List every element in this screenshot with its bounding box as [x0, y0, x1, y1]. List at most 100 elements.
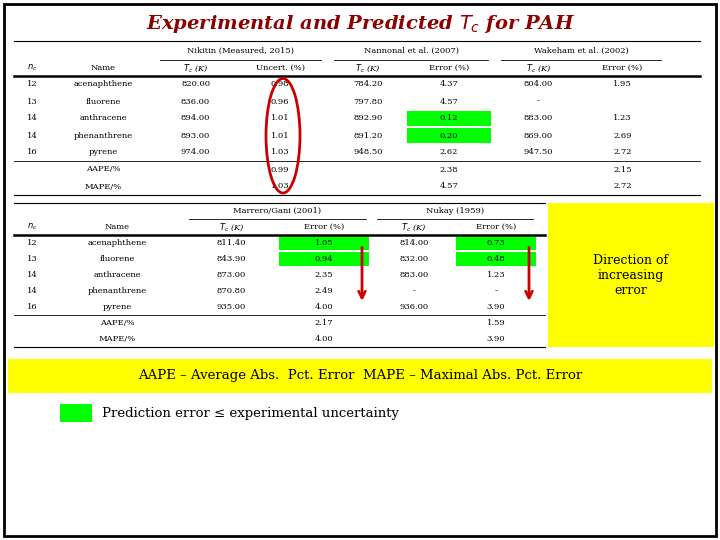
- Text: $T_c$ (K): $T_c$ (K): [526, 62, 552, 74]
- Text: pyrene: pyrene: [103, 303, 132, 311]
- Text: 1.23: 1.23: [487, 271, 505, 279]
- Text: 3.90: 3.90: [487, 335, 505, 343]
- Text: Name: Name: [91, 64, 115, 72]
- Text: 4.57: 4.57: [440, 183, 459, 191]
- Text: 12: 12: [27, 239, 37, 247]
- Text: -: -: [495, 287, 498, 295]
- Text: Error (%): Error (%): [429, 64, 469, 72]
- Text: Marrero/Gani (2001): Marrero/Gani (2001): [233, 207, 322, 215]
- Bar: [279, 236, 369, 250]
- Text: 784.20: 784.20: [354, 80, 383, 89]
- Text: 3.90: 3.90: [487, 303, 505, 311]
- Text: 1.95: 1.95: [613, 80, 632, 89]
- Text: phenanthrene: phenanthrene: [73, 132, 132, 139]
- Text: acenaphthene: acenaphthene: [88, 239, 147, 247]
- Bar: [8, 359, 712, 393]
- Text: 883.00: 883.00: [400, 271, 428, 279]
- Text: 935.00: 935.00: [217, 303, 246, 311]
- Text: Error (%): Error (%): [603, 64, 643, 72]
- Text: 14: 14: [27, 271, 37, 279]
- Text: Name: Name: [105, 223, 130, 231]
- Text: Experimental and Predicted $T_c$ for PAH: Experimental and Predicted $T_c$ for PAH: [145, 13, 575, 35]
- Bar: [456, 252, 536, 266]
- Text: 0.12: 0.12: [440, 114, 458, 123]
- Text: AAPE – Average Abs.  Pct. Error  MAPE – Maximal Abs. Pct. Error: AAPE – Average Abs. Pct. Error MAPE – Ma…: [138, 369, 582, 382]
- Text: 16: 16: [27, 303, 37, 311]
- Text: 14: 14: [27, 132, 37, 139]
- Text: 974.00: 974.00: [181, 148, 210, 157]
- Text: Error (%): Error (%): [476, 223, 516, 231]
- Text: 2.15: 2.15: [613, 165, 632, 173]
- Text: $T_c$ (K): $T_c$ (K): [183, 62, 208, 74]
- Bar: [279, 252, 369, 266]
- Text: 892.90: 892.90: [354, 114, 382, 123]
- Text: 0.99: 0.99: [271, 165, 289, 173]
- Text: AAPE/%: AAPE/%: [86, 165, 120, 173]
- Text: 16: 16: [27, 148, 37, 157]
- Text: Nikitin (Measured, 2015): Nikitin (Measured, 2015): [187, 46, 294, 55]
- Bar: [456, 236, 536, 250]
- Text: 4.57: 4.57: [440, 98, 459, 105]
- Text: 820.00: 820.00: [181, 80, 210, 89]
- Text: 12: 12: [27, 80, 37, 89]
- Text: anthracene: anthracene: [79, 114, 127, 123]
- Text: 0.98: 0.98: [271, 80, 289, 89]
- Text: $T_c$ (K): $T_c$ (K): [219, 221, 244, 233]
- Text: 891.20: 891.20: [354, 132, 382, 139]
- Text: 1.03: 1.03: [271, 148, 289, 157]
- Text: 836.00: 836.00: [181, 98, 210, 105]
- Text: 4.00: 4.00: [315, 335, 333, 343]
- Text: pyrene: pyrene: [89, 148, 117, 157]
- Bar: [407, 128, 491, 143]
- Text: fluorene: fluorene: [85, 98, 121, 105]
- Text: 0.73: 0.73: [487, 239, 505, 247]
- Text: 4.00: 4.00: [315, 303, 333, 311]
- Text: 947.50: 947.50: [523, 148, 553, 157]
- Text: Prediction error ≤ experimental uncertainty: Prediction error ≤ experimental uncertai…: [102, 407, 399, 420]
- Text: -: -: [413, 287, 415, 295]
- Text: fluorene: fluorene: [100, 255, 135, 263]
- Text: Nukay (1959): Nukay (1959): [426, 207, 484, 215]
- Text: AAPE/%: AAPE/%: [100, 319, 135, 327]
- Text: $n_c$: $n_c$: [27, 63, 37, 73]
- Text: 2.17: 2.17: [315, 319, 333, 327]
- Text: acenaphthene: acenaphthene: [73, 80, 132, 89]
- Text: 14: 14: [27, 114, 37, 123]
- Text: 948.50: 948.50: [354, 148, 383, 157]
- Text: 1.03: 1.03: [271, 183, 289, 191]
- Text: 2.62: 2.62: [440, 148, 458, 157]
- Text: $T_c$ (K): $T_c$ (K): [355, 62, 381, 74]
- Bar: [407, 111, 491, 126]
- Text: 1.01: 1.01: [271, 132, 289, 139]
- Text: 2.69: 2.69: [613, 132, 631, 139]
- Bar: [548, 203, 714, 347]
- Text: MAPE/%: MAPE/%: [99, 335, 136, 343]
- Text: 2.38: 2.38: [440, 165, 459, 173]
- Text: 14: 14: [27, 287, 37, 295]
- Text: Nannonal et al. (2007): Nannonal et al. (2007): [364, 46, 459, 55]
- Text: 13: 13: [27, 255, 37, 263]
- Text: Uncert. (%): Uncert. (%): [256, 64, 305, 72]
- Text: 0.96: 0.96: [271, 98, 289, 105]
- Text: 1.23: 1.23: [613, 114, 632, 123]
- Text: Error (%): Error (%): [304, 223, 344, 231]
- Text: 1.59: 1.59: [487, 319, 505, 327]
- Text: Direction of
increasing
error: Direction of increasing error: [593, 253, 669, 296]
- Text: 811.40: 811.40: [217, 239, 246, 247]
- Text: 797.80: 797.80: [354, 98, 383, 105]
- Text: 2.72: 2.72: [613, 148, 631, 157]
- Text: $n_c$: $n_c$: [27, 222, 37, 232]
- Text: MAPE/%: MAPE/%: [84, 183, 122, 191]
- Text: 869.00: 869.00: [524, 132, 553, 139]
- Text: 843.90: 843.90: [217, 255, 246, 263]
- Text: -: -: [537, 98, 540, 105]
- Text: anthracene: anthracene: [94, 271, 141, 279]
- Bar: [60, 404, 92, 422]
- Text: 1.01: 1.01: [271, 114, 289, 123]
- Text: 13: 13: [27, 98, 37, 105]
- Text: 936.00: 936.00: [400, 303, 428, 311]
- Text: Wakeham et al. (2002): Wakeham et al. (2002): [534, 46, 629, 55]
- Text: 832.00: 832.00: [400, 255, 428, 263]
- Text: 0.48: 0.48: [487, 255, 505, 263]
- Text: 873.00: 873.00: [217, 271, 246, 279]
